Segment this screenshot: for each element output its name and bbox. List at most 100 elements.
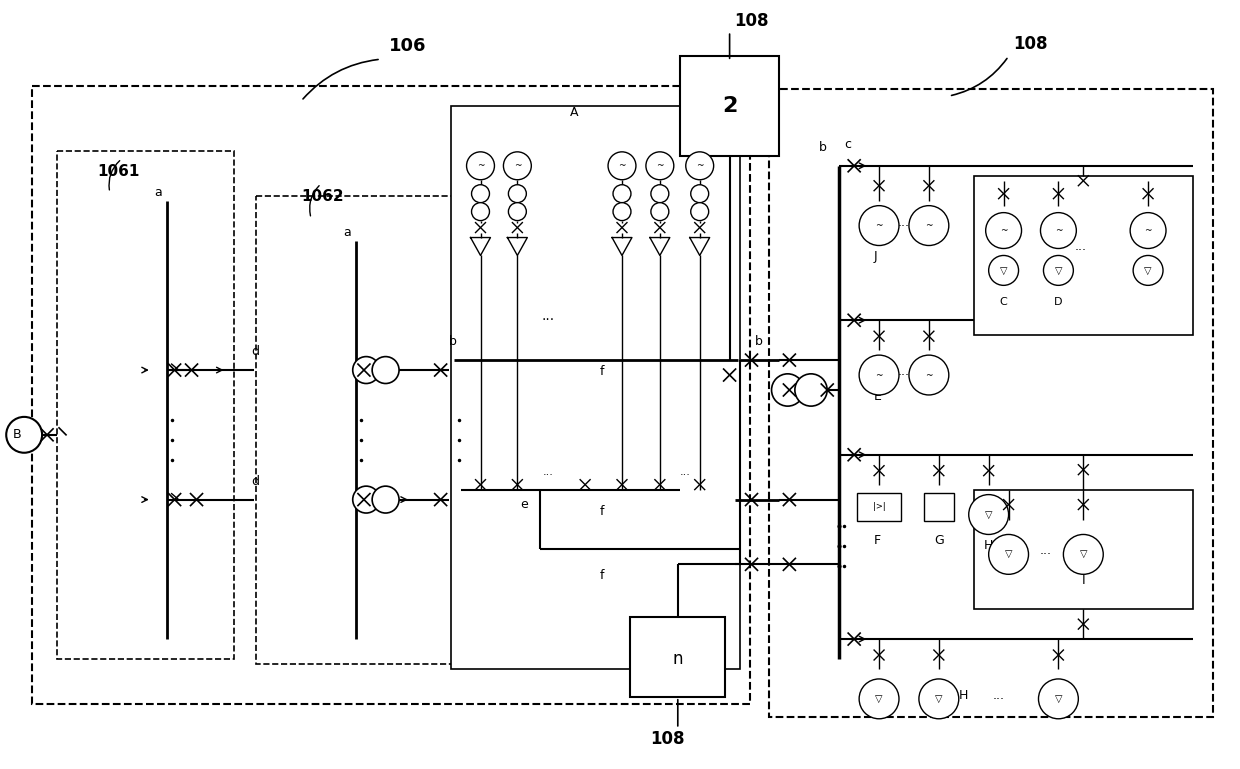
Text: e: e	[521, 498, 528, 511]
Circle shape	[691, 203, 709, 221]
Text: 1062: 1062	[301, 188, 343, 204]
Circle shape	[859, 355, 899, 395]
Text: ▽: ▽	[1055, 694, 1063, 704]
Text: ...: ...	[542, 309, 554, 323]
Text: c: c	[844, 138, 851, 151]
Circle shape	[1130, 212, 1166, 248]
Circle shape	[352, 486, 379, 513]
Circle shape	[508, 185, 526, 203]
Text: f: f	[600, 365, 605, 378]
Text: ▽: ▽	[875, 694, 883, 704]
Text: D: D	[1054, 298, 1063, 308]
Text: H: H	[983, 539, 993, 552]
Text: I: I	[1081, 574, 1085, 588]
Text: ...: ...	[898, 365, 910, 378]
Text: ~: ~	[619, 161, 626, 170]
Circle shape	[859, 679, 899, 719]
Circle shape	[988, 534, 1028, 574]
Text: ...: ...	[993, 689, 1004, 702]
Bar	[57, 151, 234, 659]
Circle shape	[919, 679, 959, 719]
Text: ~: ~	[476, 161, 485, 170]
Circle shape	[691, 185, 709, 203]
Circle shape	[1064, 534, 1104, 574]
Text: d: d	[252, 474, 259, 488]
Circle shape	[686, 151, 714, 180]
Text: ...: ...	[898, 215, 910, 228]
Text: ~: ~	[999, 226, 1007, 235]
Text: |>|: |>|	[873, 502, 885, 511]
Text: ~: ~	[875, 371, 883, 380]
Circle shape	[909, 205, 949, 245]
Circle shape	[1040, 212, 1076, 248]
Bar	[257, 195, 465, 664]
Bar	[973, 490, 1193, 609]
Circle shape	[986, 212, 1022, 248]
Text: ...: ...	[680, 467, 691, 477]
Circle shape	[608, 151, 636, 180]
Text: ▽: ▽	[999, 265, 1007, 275]
Text: E: E	[874, 390, 882, 403]
Circle shape	[1133, 255, 1163, 285]
Text: ▽: ▽	[1080, 549, 1087, 559]
Text: H: H	[959, 689, 968, 702]
Text: B: B	[12, 428, 21, 441]
Circle shape	[988, 255, 1018, 285]
Text: ...: ...	[1039, 544, 1052, 558]
Bar	[973, 176, 1193, 335]
Circle shape	[503, 151, 531, 180]
Text: ~: ~	[925, 371, 932, 380]
Circle shape	[646, 151, 673, 180]
Text: 108: 108	[650, 730, 684, 747]
Bar	[630, 618, 724, 697]
Text: ~: ~	[875, 221, 883, 230]
Text: C: C	[999, 298, 1007, 308]
Text: G: G	[934, 534, 944, 548]
Circle shape	[859, 205, 899, 245]
Circle shape	[372, 486, 399, 513]
Text: b: b	[820, 141, 827, 154]
Bar	[680, 56, 780, 156]
Circle shape	[613, 185, 631, 203]
Text: ▽: ▽	[1004, 549, 1012, 559]
Text: a: a	[154, 185, 161, 198]
Circle shape	[466, 151, 495, 180]
Bar	[32, 86, 749, 704]
Text: 1061: 1061	[97, 164, 139, 178]
Text: 108: 108	[1013, 35, 1048, 53]
Text: ▽: ▽	[935, 694, 942, 704]
Circle shape	[372, 357, 399, 384]
Text: f: f	[600, 504, 605, 518]
Circle shape	[909, 355, 949, 395]
Text: A: A	[570, 106, 579, 119]
Bar	[857, 493, 901, 521]
Text: F: F	[874, 534, 882, 548]
Text: ~: ~	[925, 221, 932, 230]
Circle shape	[6, 417, 42, 453]
Circle shape	[613, 203, 631, 221]
Circle shape	[508, 203, 526, 221]
Circle shape	[771, 374, 804, 406]
Circle shape	[471, 185, 490, 203]
Text: a: a	[343, 225, 351, 238]
Circle shape	[795, 374, 827, 406]
Circle shape	[471, 203, 490, 221]
Text: J: J	[874, 251, 878, 264]
Bar	[450, 106, 739, 669]
Text: ▽: ▽	[985, 510, 992, 520]
Bar	[924, 493, 954, 521]
Text: b: b	[754, 335, 763, 348]
Circle shape	[968, 494, 1008, 534]
Circle shape	[651, 185, 668, 203]
Text: ~: ~	[696, 161, 703, 170]
Text: 2: 2	[722, 96, 738, 116]
Text: 106: 106	[389, 37, 427, 55]
Text: ~: ~	[656, 161, 663, 170]
Text: 108: 108	[734, 12, 769, 30]
Text: n: n	[672, 650, 683, 668]
Text: ▽: ▽	[1055, 265, 1063, 275]
Circle shape	[1044, 255, 1074, 285]
Text: ▽: ▽	[1145, 265, 1152, 275]
Text: d: d	[252, 345, 259, 358]
Circle shape	[651, 203, 668, 221]
